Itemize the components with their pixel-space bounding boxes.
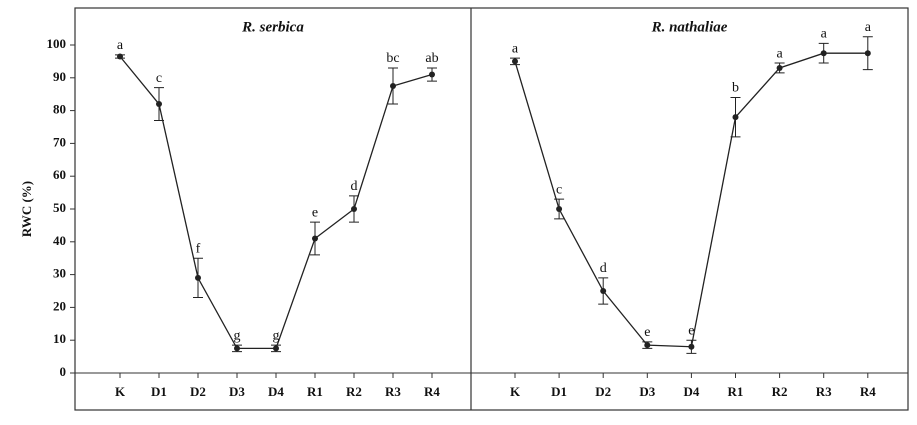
data-point (156, 101, 162, 108)
data-point (390, 83, 396, 89)
y-tick-label: 0 (60, 364, 67, 379)
y-tick-label: 60 (53, 167, 66, 182)
data-point (864, 50, 871, 57)
y-tick-label: 20 (53, 298, 66, 313)
x-tick-label: K (510, 384, 521, 399)
y-tick-label: 40 (53, 233, 66, 248)
data-point (351, 206, 357, 212)
data-point (556, 206, 563, 212)
data-line (514, 52, 868, 348)
significance-letter: a (821, 27, 828, 42)
data-point (732, 114, 739, 121)
significance-letter: a (117, 38, 124, 53)
significance-letter: a (865, 20, 872, 35)
y-tick-label: 90 (53, 69, 66, 84)
significance-letter: g (273, 328, 280, 343)
data-point (776, 64, 783, 71)
significance-letter: c (156, 71, 162, 86)
significance-letter: b (732, 81, 739, 96)
x-tick-label: D2 (595, 384, 611, 399)
data-point (234, 345, 240, 352)
x-tick-label: R4 (860, 384, 876, 399)
data-point (312, 235, 318, 242)
x-tick-label: R1 (728, 384, 744, 399)
y-tick-label: 100 (47, 36, 67, 51)
significance-letter: a (776, 46, 783, 61)
x-tick-label: R4 (424, 384, 440, 399)
x-tick-label: D4 (268, 384, 284, 399)
y-tick-label: 10 (53, 331, 66, 346)
x-tick-label: D3 (229, 384, 245, 399)
significance-letter: f (196, 241, 201, 256)
data-point (429, 71, 435, 78)
x-tick-label: D2 (190, 384, 206, 399)
y-axis-label: RWC (%) (19, 181, 34, 237)
data-point (644, 342, 651, 349)
significance-letter: e (688, 323, 694, 338)
x-tick-label: D4 (683, 384, 699, 399)
panel-title: R. serbica (241, 19, 304, 35)
y-tick-label: 80 (53, 102, 66, 117)
data-point (195, 274, 201, 281)
significance-letter: bc (386, 51, 399, 66)
x-tick-label: R2 (772, 384, 788, 399)
x-tick-label: R3 (385, 384, 401, 399)
significance-letter: a (512, 41, 519, 56)
x-tick-label: R3 (816, 384, 832, 399)
data-point (820, 50, 827, 57)
data-point (273, 345, 279, 352)
data-point (512, 58, 518, 65)
x-tick-label: R1 (307, 384, 323, 399)
significance-letter: ab (425, 51, 438, 66)
data-point (600, 288, 607, 294)
significance-letter: d (351, 179, 358, 194)
data-point (117, 53, 123, 60)
x-tick-label: D3 (639, 384, 655, 399)
significance-letter: e (644, 325, 650, 340)
frame (74, 7, 909, 411)
significance-letter: g (234, 328, 241, 343)
data-point (688, 343, 695, 350)
y-tick-label: 50 (53, 200, 66, 215)
x-tick-label: R2 (346, 384, 362, 399)
significance-letter: c (556, 182, 562, 197)
y-tick-label: 70 (53, 134, 66, 149)
data-line (119, 56, 433, 350)
x-tick-label: D1 (151, 384, 167, 399)
y-tick-label: 30 (53, 266, 66, 281)
x-tick-label: K (115, 384, 126, 399)
significance-letter: d (600, 261, 607, 276)
significance-letter: e (312, 205, 318, 220)
panel-title: R. nathaliae (651, 19, 728, 35)
x-tick-label: D1 (551, 384, 567, 399)
